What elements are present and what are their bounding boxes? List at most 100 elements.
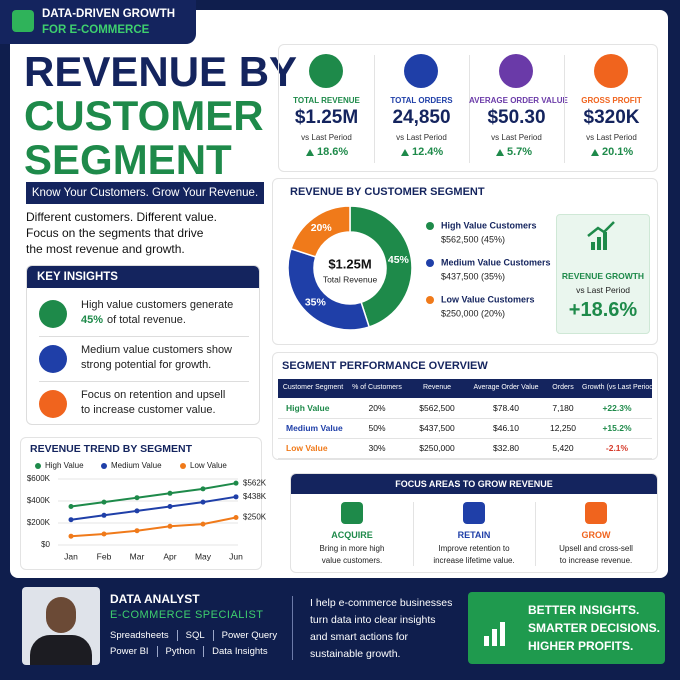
cta-box: BETTER INSIGHTS. SMARTER DECISIONS. HIGHER…	[468, 592, 665, 664]
data-point	[167, 504, 173, 509]
row-line	[278, 458, 652, 459]
x-tick-label: Mar	[130, 551, 145, 561]
table-cell: $78.40	[493, 403, 519, 413]
kpi-sub: vs Last Period	[301, 133, 352, 142]
table-cell: $46.10	[493, 423, 519, 433]
intro-line: Focus on the segments that drive	[26, 226, 204, 240]
bio-line: sustainable growth.	[310, 648, 401, 660]
donut-slice	[287, 247, 371, 331]
table-cell: 7,180	[552, 403, 574, 413]
data-point	[101, 499, 107, 505]
data-point	[68, 517, 74, 523]
kpi-box: TOTAL REVENUE $1.25M vs Last Period 18.6% TO…	[278, 44, 658, 172]
data-point	[134, 528, 140, 534]
x-tick-label: Apr	[163, 551, 176, 561]
growth-icon-bar	[591, 242, 595, 250]
legend-name: Low Value Customers	[441, 294, 535, 304]
kpi-label: TOTAL ORDERS	[390, 96, 453, 105]
skill: Data Insights	[203, 646, 275, 657]
insight-text: Focus on retention and upsell	[81, 389, 226, 401]
legend-dot	[180, 463, 186, 469]
cta-line: BETTER INSIGHTS.	[528, 603, 640, 617]
growth-title: REVENUE GROWTH	[561, 271, 645, 281]
kpi-value: $50.30	[487, 107, 546, 128]
table-header-cell: Orders	[552, 384, 574, 391]
tagline: Know Your Customers. Grow Your Revenue.	[26, 182, 264, 204]
end-label: $438K	[243, 492, 267, 501]
insight-text: to increase customer value.	[81, 404, 216, 416]
data-point	[233, 494, 239, 500]
legend-amount: $437,500 (35%)	[441, 271, 505, 281]
x-tick-label: Jun	[229, 551, 243, 561]
intro-line: the most revenue and growth.	[26, 242, 185, 256]
growth-icon-bar	[603, 232, 607, 250]
focus-text: Bring in more high	[319, 544, 385, 553]
kpi-value: $1.25M	[294, 107, 359, 128]
table-cell: 5,420	[552, 443, 574, 453]
focus-text: to increase revenue.	[559, 556, 633, 565]
growth-icon-arrow	[587, 221, 615, 237]
data-point	[68, 504, 74, 509]
end-label: $250K	[243, 513, 267, 522]
series-line	[70, 482, 237, 508]
legend-label: Medium Value	[111, 461, 162, 470]
skill: Spreadsheets	[110, 630, 169, 641]
cta-icon-bar	[484, 636, 489, 646]
row-line	[278, 418, 652, 419]
focus-title: ACQUIRE	[331, 530, 373, 540]
skill: SQL	[176, 630, 213, 641]
legend-dot	[35, 463, 41, 469]
trend-panel	[20, 437, 262, 570]
table-header-cell: % of Customers	[352, 384, 402, 391]
legend-dot	[426, 222, 434, 230]
table-title: SEGMENT PERFORMANCE OVERVIEW	[282, 360, 488, 372]
y-tick-label: $400K	[27, 496, 51, 505]
kpi-label: AVERAGE ORDER VALUE	[469, 96, 568, 105]
insight-icon	[39, 300, 67, 328]
kpi-icon	[594, 54, 628, 88]
cta-icon-bar	[492, 629, 497, 646]
separator	[535, 502, 536, 566]
insight-icon	[39, 345, 67, 373]
separator	[39, 336, 249, 337]
data-point	[134, 508, 140, 514]
insight-text: of total revenue.	[107, 314, 186, 326]
title-line: REVENUE BY	[24, 48, 298, 95]
separator	[469, 55, 470, 163]
table-cell: Medium Value	[286, 423, 343, 433]
legend-amount: $562,500 (45%)	[441, 234, 505, 244]
y-tick-label: $600K	[27, 474, 51, 483]
table-header-cell: Revenue	[422, 384, 452, 391]
data-point	[200, 521, 206, 527]
table-cell: Low Value	[286, 443, 328, 453]
focus-title: GROW	[581, 530, 611, 540]
data-point	[101, 531, 107, 537]
kpi-sub: vs Last Period	[491, 133, 542, 142]
insights-header	[27, 266, 259, 288]
kpi-change: 5.7%	[507, 146, 533, 158]
insight-text: strong potential for growth.	[81, 359, 212, 371]
photo-head	[46, 597, 76, 633]
growth-value: +18.6%	[568, 299, 638, 321]
series-line	[70, 516, 237, 538]
insight-icon	[39, 390, 67, 418]
legend-dot	[426, 296, 434, 304]
table-header	[278, 379, 652, 398]
up-arrow	[591, 149, 599, 156]
photo	[22, 587, 100, 665]
kpi-change: 18.6%	[317, 146, 349, 158]
data-point	[134, 495, 140, 501]
kpi-icon	[404, 54, 438, 88]
data-point	[167, 490, 173, 496]
slice-label: 20%	[311, 222, 333, 234]
series-line	[70, 495, 237, 521]
header-line2: FOR E-COMMERCE	[42, 24, 150, 36]
growth-sub: vs Last Period	[576, 285, 630, 295]
up-arrow	[306, 149, 314, 156]
table-cell: $32.80	[493, 443, 519, 453]
table-cell: $562,500	[419, 403, 455, 413]
skills-row: Spreadsheets SQL Power Query	[110, 630, 285, 641]
table-cell: 50%	[368, 423, 386, 433]
